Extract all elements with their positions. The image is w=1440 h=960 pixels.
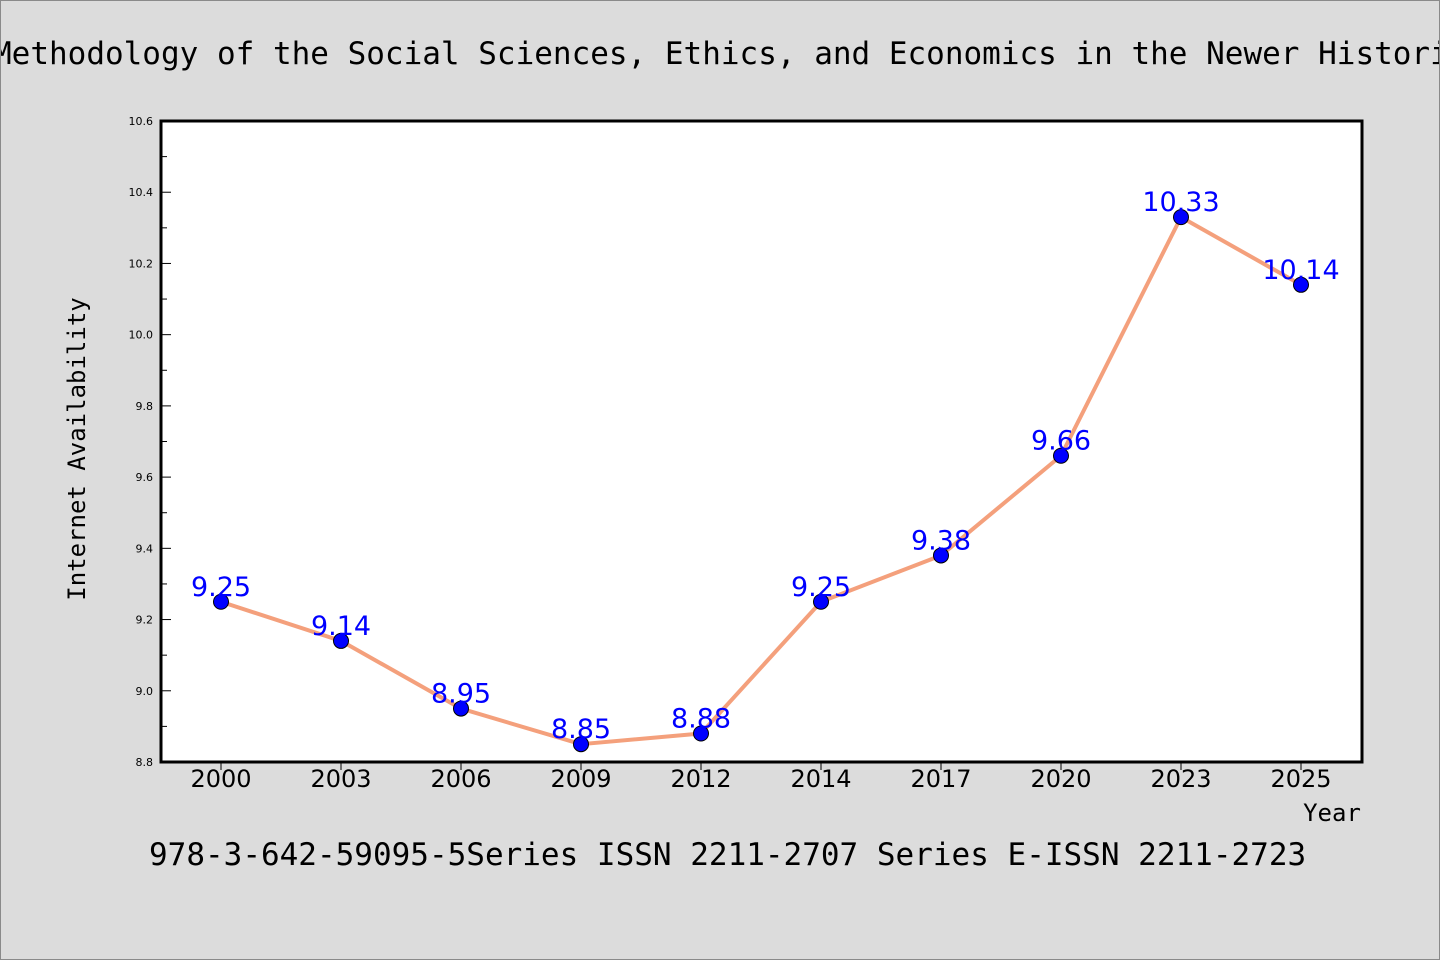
x-tick-label: 2023 <box>1150 765 1211 793</box>
y-tick-label: 9.8 <box>136 400 154 413</box>
x-axis-label: Year <box>1303 799 1361 827</box>
data-point-marker <box>1173 209 1189 226</box>
data-point-marker <box>933 547 949 564</box>
y-axis-ticks: 8.8 9.0 9.2 9.4 9.6 9.8 10.0 10.2 10.4 10.6 <box>129 115 171 769</box>
x-tick-label: 2003 <box>310 765 371 793</box>
series-line <box>219 215 1303 747</box>
plot-area <box>159 119 1364 764</box>
y-tick-label: 10.0 <box>129 329 154 342</box>
data-label: 9.66 <box>1031 426 1091 457</box>
data-label: 8.85 <box>551 714 611 745</box>
data-point-marker <box>333 632 349 649</box>
y-tick-label: 10.6 <box>129 115 154 128</box>
series-layer: 9.25 9.14 8.95 8.85 8.88 9.25 9.38 9.66 10.33 10.… <box>191 187 1340 753</box>
data-label: 9.25 <box>791 572 851 603</box>
data-point-marker <box>213 593 229 610</box>
x-axis-ticks: 2000 2003 2006 2009 2012 2014 2017 2020 2023 2025 <box>190 762 1332 793</box>
data-label: 9.14 <box>311 611 371 642</box>
y-tick-label: 9.6 <box>136 471 154 484</box>
data-label: 10.33 <box>1142 187 1219 218</box>
x-tick-label: 2025 <box>1270 765 1331 793</box>
x-tick-label: 2000 <box>190 765 251 793</box>
y-axis-label: Internet Availability <box>63 297 91 600</box>
y-tick-label: 8.8 <box>136 756 154 769</box>
y-tick-label: 10.4 <box>129 186 154 199</box>
y-tick-label: 9.4 <box>136 542 154 555</box>
footer-isbn-issn: 978-3-642-59095-5Series ISSN 2211-2707 S… <box>149 837 1306 873</box>
chart-title: Methodology of the Social Sciences, Ethi… <box>1 36 1440 72</box>
data-label: 8.88 <box>671 704 731 735</box>
y-tick-label: 9.2 <box>136 614 154 627</box>
y-tick-label: 9.0 <box>136 685 154 698</box>
data-label: 10.14 <box>1262 255 1339 286</box>
data-label: 9.38 <box>911 525 971 556</box>
data-point-marker <box>693 725 709 742</box>
x-tick-label: 2009 <box>550 765 611 793</box>
y-tick-label: 10.2 <box>129 257 154 270</box>
data-label: 8.95 <box>431 679 491 710</box>
data-label: 9.25 <box>191 572 251 603</box>
data-point-marker <box>1053 447 1069 464</box>
x-tick-label: 2014 <box>790 765 851 793</box>
x-tick-label: 2012 <box>670 765 731 793</box>
x-tick-label: 2020 <box>1030 765 1091 793</box>
data-point-marker <box>1293 276 1309 293</box>
data-point-marker <box>453 700 469 717</box>
data-point-marker <box>813 593 829 610</box>
x-tick-label: 2006 <box>430 765 491 793</box>
data-point-marker <box>573 736 589 753</box>
x-tick-label: 2017 <box>910 765 971 793</box>
